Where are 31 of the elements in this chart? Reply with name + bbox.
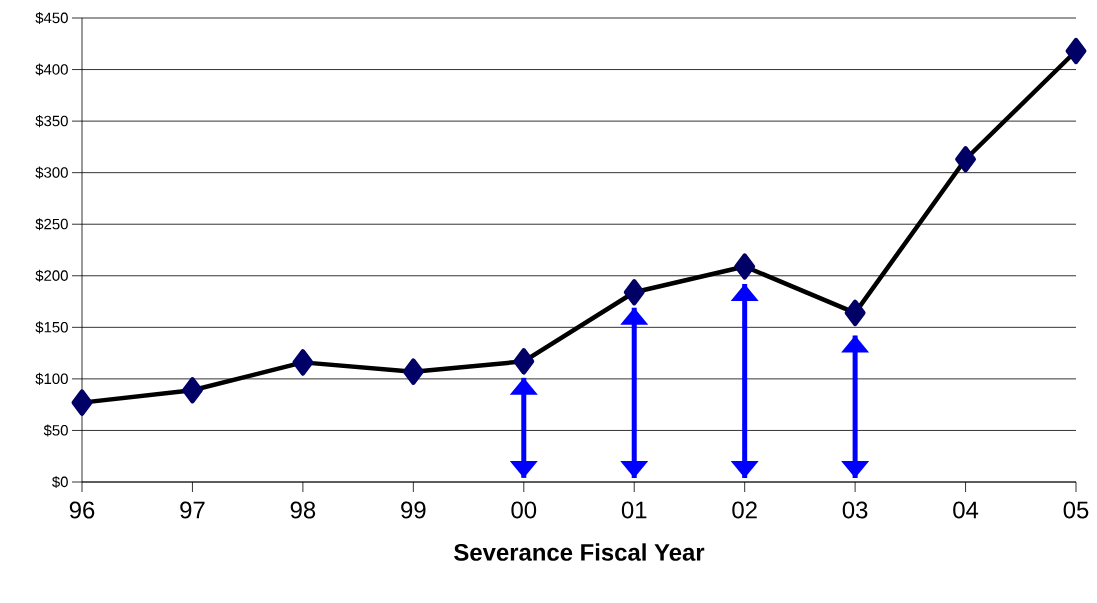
point: [292, 349, 314, 376]
y-tick-label: $50: [43, 424, 68, 437]
y-tick-label: $0: [52, 475, 68, 489]
point: [1065, 37, 1087, 65]
x-tick-label: 05: [1063, 501, 1089, 519]
y-tick-label: $350: [35, 115, 68, 128]
x-axis-title: Severance Fiscal Year: [454, 543, 705, 561]
x-tick-label: 03: [842, 501, 868, 519]
y-tick-label: $400: [35, 63, 68, 76]
y-tick-label: $150: [35, 321, 68, 334]
y-tick-label: $100: [35, 372, 68, 385]
x-tick-label: 99: [401, 501, 426, 519]
point: [734, 253, 756, 280]
point: [181, 377, 203, 404]
x-tick-label: 00: [511, 501, 537, 519]
x-tick-label: 04: [953, 501, 979, 519]
y-tick-label: $300: [35, 166, 68, 179]
x-tick-label: 98: [290, 501, 316, 519]
y-tick-label: $250: [35, 218, 68, 231]
y-tick-label: $450: [35, 11, 68, 25]
point: [513, 348, 535, 375]
point: [71, 389, 93, 416]
point: [402, 358, 424, 385]
point: [844, 299, 866, 327]
y-tick-label: $200: [35, 269, 68, 282]
x-tick-label: 01: [621, 501, 647, 519]
x-tick-label: 97: [180, 501, 205, 519]
x-tick-label: 02: [732, 501, 757, 519]
x-tick-label: 96: [69, 501, 95, 519]
point: [623, 279, 645, 306]
point: [955, 146, 977, 173]
